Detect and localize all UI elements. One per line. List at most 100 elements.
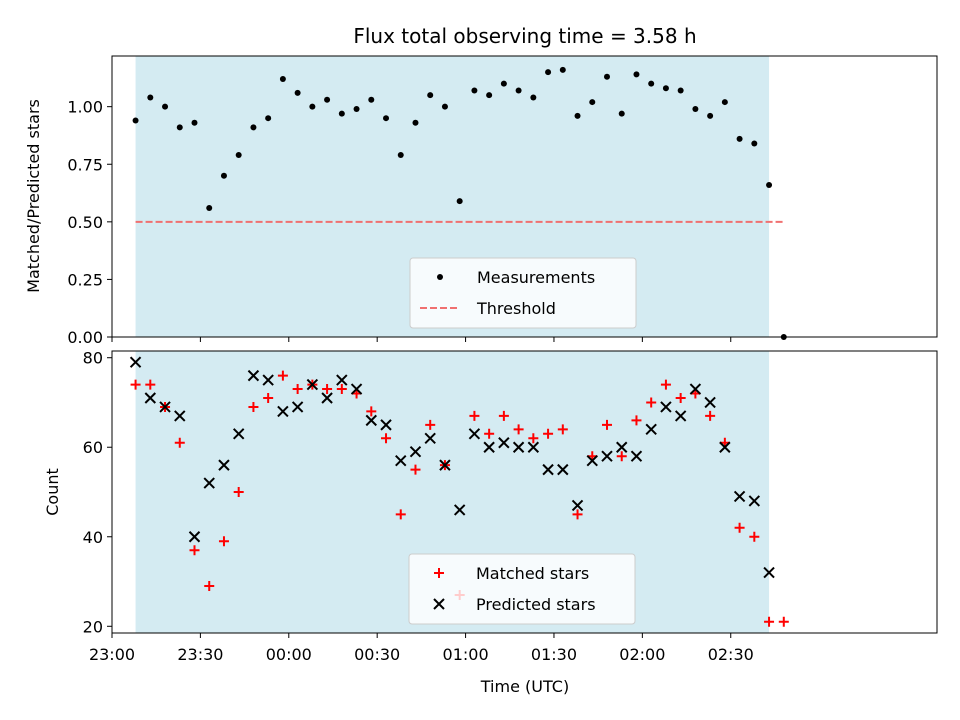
predicted-stars-point	[336, 374, 348, 386]
measurements-point	[751, 140, 758, 147]
measurements-point	[324, 96, 331, 103]
measurements-point	[176, 124, 183, 131]
legend-swatch-measurements	[437, 274, 443, 280]
x-tick-label: 00:30	[354, 645, 400, 664]
measurements-point	[721, 99, 728, 106]
matched-stars-point	[513, 424, 524, 435]
predicted-stars-point	[365, 414, 377, 427]
measurements-point	[147, 94, 154, 101]
axes-frame	[111, 55, 938, 338]
measurements-point	[604, 73, 610, 80]
x-tick-label: 23:30	[177, 645, 223, 664]
measurements-point	[250, 124, 257, 131]
measurements-point	[235, 152, 242, 159]
x-tick-label: 02:30	[708, 645, 754, 664]
matched-stars-point	[469, 410, 480, 421]
y-tick-label: 20	[83, 617, 103, 636]
matched-stars-point	[130, 379, 141, 390]
matched-stars-point	[425, 419, 436, 430]
y-tick-label: 0.75	[67, 155, 103, 174]
matched-stars-point	[675, 393, 686, 403]
predicted-stars-point	[557, 463, 569, 476]
x-tick-label: 01:30	[531, 645, 577, 664]
measurements-point	[515, 87, 522, 94]
matched-stars-point	[557, 424, 568, 435]
matched-stars-point	[292, 384, 303, 395]
predicted-stars-point	[395, 454, 407, 467]
predicted-stars-point	[277, 405, 289, 418]
matched-stars-point	[204, 581, 215, 591]
measurements-point	[618, 110, 625, 117]
measurements-point	[279, 76, 286, 83]
measurements-point	[397, 152, 404, 159]
predicted-stars-point	[704, 396, 716, 409]
measurements-point	[677, 87, 684, 94]
measurements-point	[162, 103, 169, 110]
matched-stars-point	[498, 410, 509, 421]
measurements-point	[559, 66, 566, 73]
predicted-stars-point	[129, 356, 142, 368]
matched-stars-point	[528, 433, 539, 444]
predicted-stars-point	[380, 419, 392, 431]
measurements-point	[736, 135, 743, 142]
predicted-stars-point	[203, 477, 215, 489]
y-tick-label: 1.00	[67, 98, 103, 117]
top-panel: 0.00 0.25 0.50 0.75 1.00 Measurements Threshol…	[67, 55, 938, 347]
y-tick-label: 0.50	[67, 213, 103, 232]
matched-stars-point	[277, 370, 288, 381]
predicted-stars-point	[232, 428, 245, 440]
measurements-point	[191, 119, 198, 126]
predicted-stars-point	[306, 378, 319, 391]
measurements-point	[309, 103, 316, 110]
y-tick-label: 0.25	[67, 270, 103, 289]
legend-label-threshold: Threshold	[476, 299, 556, 318]
predicted-stars-point	[748, 495, 761, 507]
predicted-stars-point	[689, 383, 702, 395]
matched-stars-point	[764, 616, 775, 627]
measurements-point	[265, 115, 272, 122]
y-tick-label: 60	[83, 438, 103, 457]
measurements-point	[220, 172, 227, 179]
x-tick-label: 00:00	[266, 645, 312, 664]
measurements-point	[427, 92, 434, 99]
x-tick-label: 02:00	[619, 645, 665, 664]
x-axis-label: Time (UTC)	[480, 677, 569, 696]
predicted-stars-point	[468, 428, 481, 440]
predicted-stars-point	[409, 446, 422, 458]
predicted-stars-point	[498, 437, 510, 449]
predicted-stars-point	[218, 459, 230, 471]
legend-swatch-predicted-stars	[433, 598, 445, 610]
measurements-point	[530, 94, 537, 101]
predicted-stars-point	[188, 531, 201, 543]
measurements-point	[441, 103, 448, 110]
measurements-point	[294, 89, 301, 96]
measurements-point	[574, 112, 581, 119]
matched-stars-point	[410, 464, 421, 475]
matched-stars-point	[602, 419, 612, 430]
measurements-point	[589, 99, 596, 106]
matched-stars-point	[631, 415, 642, 426]
predicted-stars-point	[586, 454, 598, 467]
top-y-axis-label: Matched/Predicted stars	[24, 99, 43, 293]
predicted-stars-point	[439, 459, 451, 471]
predicted-stars-point	[719, 441, 731, 453]
matched-stars-point	[145, 379, 156, 390]
predicted-stars-point	[159, 401, 171, 413]
measurements-point	[383, 115, 390, 122]
predicted-stars-point	[424, 432, 436, 444]
matched-stars-point	[484, 428, 495, 439]
matched-stars-point	[233, 487, 244, 497]
matched-stars-point	[660, 379, 671, 390]
predicted-stars-point	[542, 463, 554, 476]
legend-label-matched-stars: Matched stars	[476, 564, 589, 583]
predicted-stars-point	[262, 374, 274, 386]
legend: Matched stars Predicted stars	[408, 553, 636, 625]
matched-stars-point	[248, 401, 259, 412]
measurements-point	[500, 80, 507, 87]
measurements-point	[368, 96, 375, 103]
x-tick-label: 23:00	[89, 645, 135, 664]
measurements-point	[412, 119, 419, 126]
predicted-stars-point	[350, 383, 363, 395]
predicted-stars-point	[616, 441, 628, 453]
